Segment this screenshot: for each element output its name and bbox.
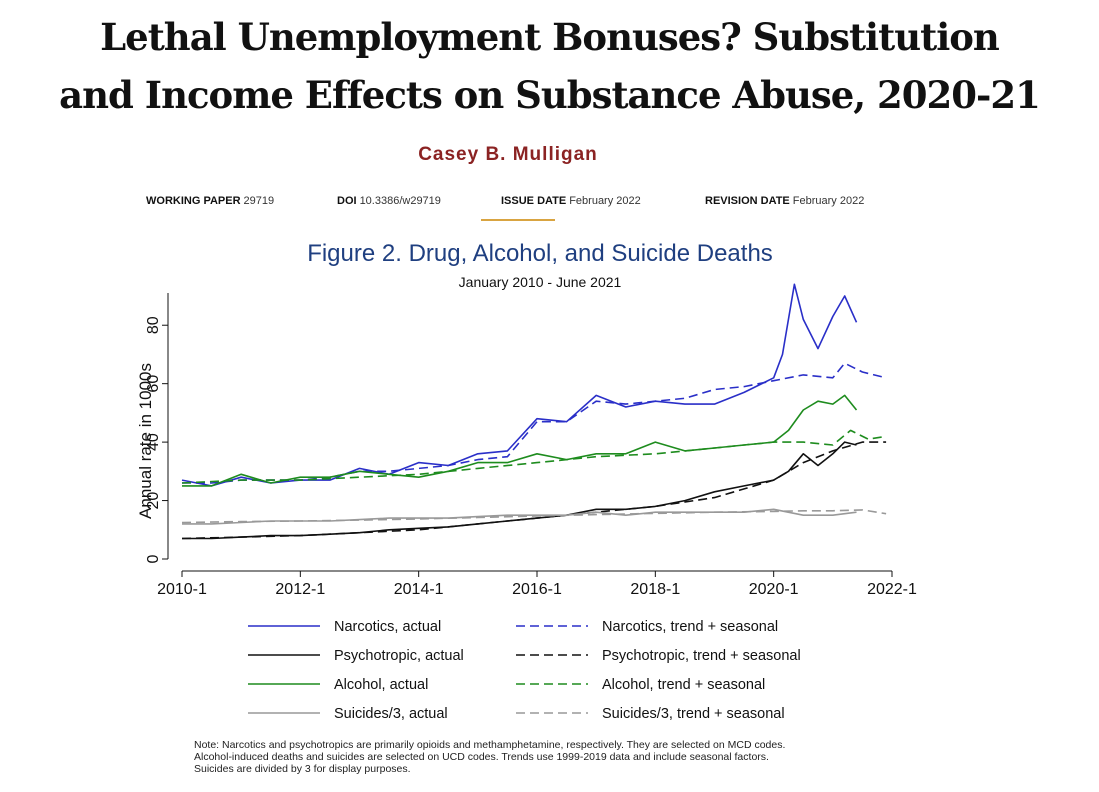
meta-value: February 2022 [569, 195, 641, 207]
meta-value: February 2022 [792, 195, 865, 207]
y-axis-label: Annual rate in 1000s [136, 363, 155, 519]
x-tick-label: 2020-1 [749, 581, 799, 598]
meta-working-paper: WORKING PAPER 29719 [146, 195, 274, 207]
series-line [181, 429, 887, 484]
legend-label: Alcohol, trend + seasonal [602, 677, 765, 693]
series-line [182, 362, 887, 484]
x-tick-label: 2010-1 [157, 581, 207, 598]
meta-label: ISSUE DATE [501, 195, 567, 207]
meta-value[interactable]: 10.3386/w29719 [359, 195, 441, 207]
chart-title: Figure 2. Drug, Alcohol, and Suicide Dea… [307, 240, 773, 267]
x-tick-label: 2012-1 [275, 581, 325, 598]
plot-layer: 0 20 40 60 80 2010-1 2012-1 2014-1 2016-1 2018-1 2… [145, 283, 917, 598]
legend-label: Alcohol, actual [334, 677, 428, 693]
meta-issue-date-underline [481, 219, 555, 221]
x-tick-label: 2014-1 [394, 581, 444, 598]
y-tick-label: 80 [145, 316, 162, 334]
series-line [182, 441, 857, 540]
legend-label: Psychotropic, actual [334, 648, 464, 664]
meta-revision-date: REVISION DATE February 2022 [705, 195, 864, 207]
series-line [181, 441, 887, 540]
figure-chart: Figure 2. Drug, Alcohol, and Suicide Dea… [136, 240, 917, 722]
series-line [181, 509, 887, 524]
legend: Narcotics, actual Narcotics, trend + seas… [248, 619, 801, 722]
legend-label: Psychotropic, trend + seasonal [602, 648, 801, 664]
x-tick-label: 2022-1 [867, 581, 917, 598]
figure-note: Note: Narcotics and psychotropics are pr… [194, 739, 914, 775]
meta-label: REVISION DATE [705, 195, 790, 207]
legend-label: Suicides/3, actual [334, 706, 448, 722]
paper-title-line2: and Income Effects on Substance Abuse, 2… [59, 73, 1041, 117]
legend-label: Suicides/3, trend + seasonal [602, 706, 785, 722]
meta-issue-date: ISSUE DATE February 2022 [501, 195, 641, 207]
legend-label: Narcotics, trend + seasonal [602, 619, 778, 635]
note-line: Alcohol-induced deaths and suicides are … [194, 751, 769, 763]
meta-label: DOI [337, 195, 357, 207]
meta-value: 29719 [243, 195, 275, 207]
y-tick-label: 20 [145, 492, 162, 510]
note-line: Note: Narcotics and psychotropics are pr… [194, 739, 786, 751]
series-line [182, 394, 858, 487]
meta-doi: DOI 10.3386/w29719 [337, 195, 441, 207]
paper-title: Lethal Unemployment Bonuses? Substitutio… [0, 8, 1099, 124]
x-tick-label: 2018-1 [630, 581, 680, 598]
legend-label: Narcotics, actual [334, 619, 441, 635]
y-tick-label: 60 [145, 375, 162, 393]
paper-title-line1: Lethal Unemployment Bonuses? Substitutio… [100, 15, 1000, 59]
note-line: Suicides are divided by 3 for display pu… [194, 763, 411, 775]
series-line [181, 283, 858, 487]
x-tick-label: 2016-1 [512, 581, 562, 598]
y-tick-label: 0 [145, 554, 162, 563]
chart-subtitle: January 2010 - June 2021 [459, 274, 622, 290]
author-name[interactable]: Casey B. Mulligan [418, 144, 598, 165]
y-tick-label: 40 [145, 433, 162, 451]
meta-label: WORKING PAPER [146, 195, 241, 207]
